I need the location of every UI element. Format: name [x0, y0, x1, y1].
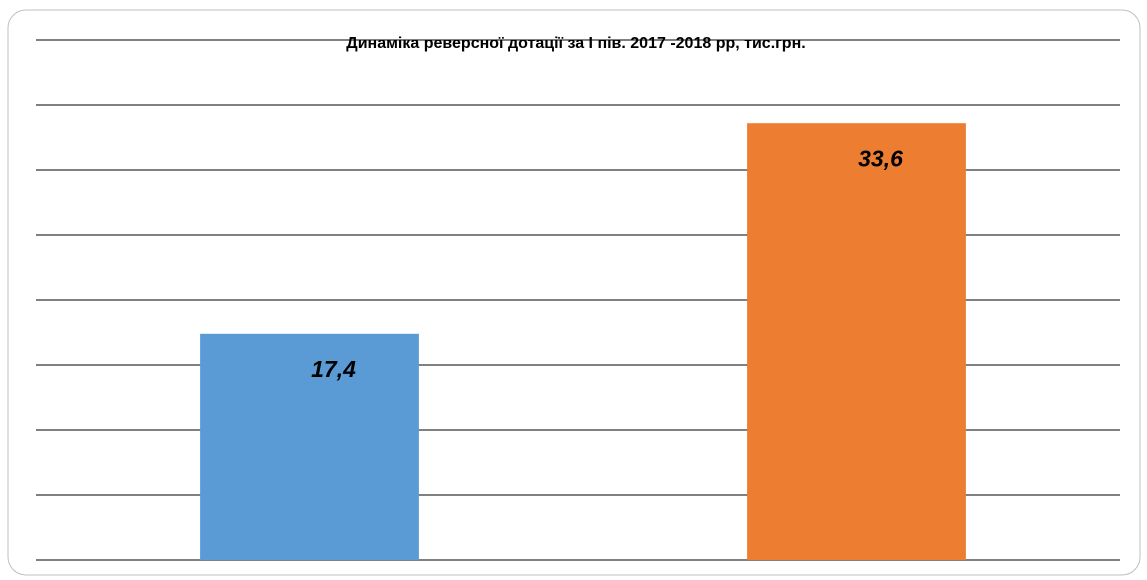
bar — [747, 123, 966, 560]
bar — [200, 333, 419, 560]
chart-frame — [7, 9, 1141, 576]
data-label: 17,4 — [311, 356, 356, 382]
chart-title: Динаміка реверсної дотації за І пів. 201… — [346, 35, 805, 52]
data-label: 33,6 — [858, 145, 903, 171]
